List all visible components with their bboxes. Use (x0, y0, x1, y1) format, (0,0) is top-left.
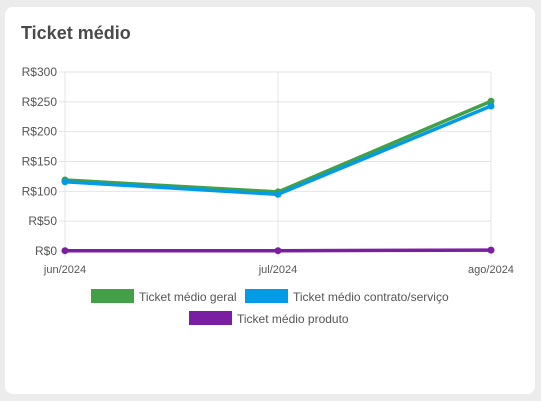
data-point (61, 247, 69, 255)
legend-swatch (189, 311, 232, 325)
card-title: Ticket médio (21, 23, 131, 43)
legend-label: Ticket médio produto (237, 312, 349, 326)
y-tick-label: R$300 (22, 65, 58, 79)
data-point (487, 246, 495, 254)
x-tick-label: jul/2024 (258, 264, 298, 276)
y-tick-label: R$250 (22, 95, 58, 109)
data-point (274, 247, 282, 255)
legend-label: Ticket médio geral (139, 290, 237, 304)
y-tick-label: R$50 (28, 214, 57, 228)
legend-swatch (91, 289, 134, 303)
x-tick-label: ago/2024 (468, 264, 514, 276)
legend-swatch (245, 289, 288, 303)
data-point (487, 102, 495, 110)
y-tick-label: R$0 (35, 244, 57, 258)
y-tick-label: R$150 (22, 155, 58, 169)
data-point (274, 190, 282, 198)
y-tick-label: R$100 (22, 184, 58, 198)
legend-label: Ticket médio contrato/serviço (293, 290, 449, 304)
y-tick-label: R$200 (22, 125, 58, 139)
data-point (61, 178, 69, 186)
x-tick-label: jun/2024 (43, 264, 86, 276)
